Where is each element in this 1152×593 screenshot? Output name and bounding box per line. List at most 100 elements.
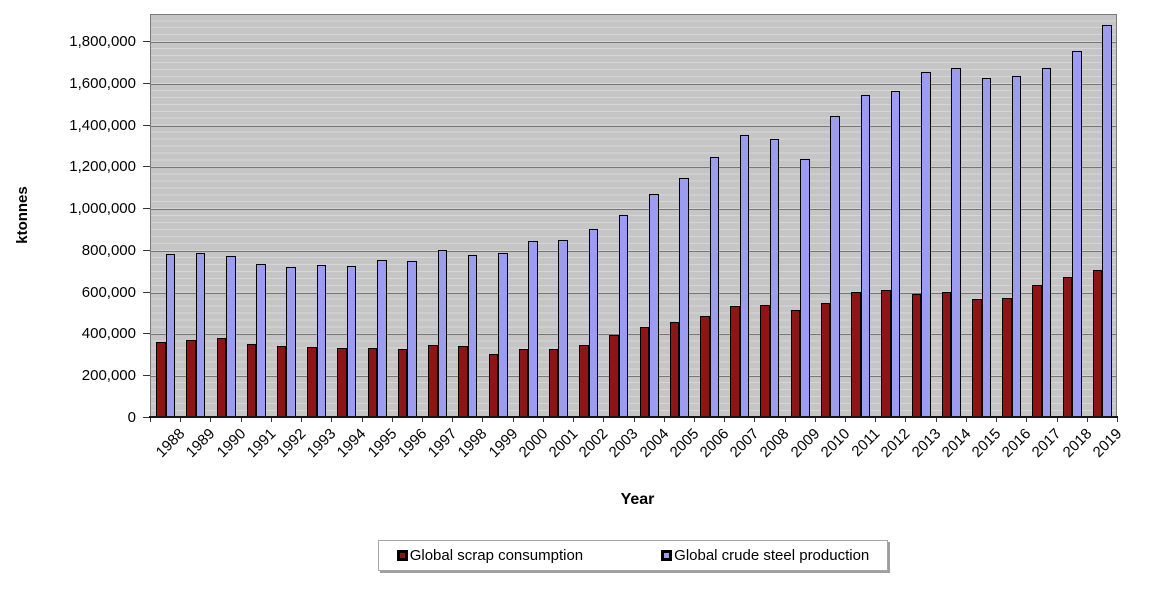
scrap-bar-2008 [760, 305, 770, 417]
plot-area [150, 14, 1117, 418]
x-axis-tick [180, 418, 182, 422]
x-axis-tick [875, 418, 877, 422]
crude-steel-bar-2005 [679, 178, 689, 417]
major-gridline [151, 167, 1116, 169]
legend-item-scrap: Global scrap consumption [396, 547, 584, 564]
x-axis-tick [301, 418, 303, 422]
crude-steel-bar-1996 [407, 260, 417, 417]
x-axis-tick [996, 418, 998, 422]
crude-steel-bar-2002 [588, 228, 599, 417]
x-axis-tick [724, 418, 726, 422]
x-axis-tick [542, 418, 544, 422]
legend-item-crude-steel: Global crude steel production [661, 547, 869, 564]
scrap-bar-2009 [790, 310, 801, 417]
crude-steel-bar-2010 [830, 116, 840, 417]
y-axis-tick-label: 1,800,000 [69, 33, 136, 51]
crude-steel-bar-2009 [800, 159, 810, 417]
y-axis-tick-label: 1,600,000 [69, 74, 136, 92]
y-axis-tick [143, 82, 150, 84]
y-axis-tick [143, 333, 150, 335]
x-axis-tick [935, 418, 937, 422]
x-axis-tick [1026, 418, 1028, 422]
crude-steel-bar-2011 [860, 94, 871, 417]
scrap-legend-swatch-icon [396, 550, 408, 561]
scrap-bar-2014 [941, 291, 952, 417]
crude-steel-bar-2013 [921, 71, 931, 417]
y-axis-tick-label: 1,000,000 [69, 200, 136, 218]
crude-steel-bar-2008 [769, 139, 780, 417]
scrap-bar-2019 [1092, 269, 1103, 417]
scrap-bar-1992 [276, 346, 287, 417]
x-axis-title: Year [620, 491, 655, 508]
major-gridline [151, 42, 1116, 44]
x-axis-tick [452, 418, 454, 422]
crude-steel-bar-2001 [558, 239, 568, 417]
major-gridline [151, 334, 1116, 336]
scrap-bar-2007 [730, 305, 740, 417]
scrap-bar-2015 [972, 298, 982, 417]
x-axis-tick [1056, 418, 1058, 422]
x-axis-tick [603, 418, 605, 422]
x-axis-tick [1086, 418, 1088, 422]
major-gridline [151, 292, 1116, 294]
y-axis-tick [143, 291, 150, 293]
x-axis-tick [1117, 418, 1118, 422]
crude-steel-bar-2016 [1011, 76, 1022, 417]
scrap-bar-1996 [397, 349, 408, 417]
crude-steel-bar-2006 [709, 156, 720, 417]
scrap-bar-1993 [307, 346, 317, 417]
x-axis-tick [845, 418, 847, 422]
y-axis-tick [143, 208, 150, 210]
scrap-bar-2013 [911, 294, 922, 417]
crude-steel-bar-2018 [1072, 51, 1082, 417]
scrap-bar-2006 [700, 315, 710, 417]
scrap-bar-1997 [428, 345, 438, 417]
x-axis-tick [784, 418, 786, 422]
crude-steel-bar-1989 [195, 252, 206, 417]
y-axis-tick [143, 41, 150, 43]
x-axis-tick [331, 418, 333, 422]
crude-steel-bar-1990 [226, 256, 236, 417]
scrap-bar-2001 [548, 348, 559, 417]
x-axis-tick [573, 418, 575, 422]
x-axis-line [149, 416, 1118, 418]
major-gridline [151, 125, 1116, 127]
x-axis-tick [391, 418, 393, 422]
y-axis-tick [143, 375, 150, 377]
y-axis-tick-label: 600,000 [81, 283, 136, 301]
scrap-bar-2016 [1002, 298, 1012, 417]
x-axis-tick [361, 418, 363, 422]
scrap-bar-1988 [156, 341, 166, 417]
scrap-bar-2011 [851, 292, 861, 417]
crude-steel-bar-1994 [346, 266, 357, 417]
crude-steel-bar-1993 [316, 265, 327, 417]
x-axis-tick [633, 418, 635, 422]
scrap-bar-2010 [820, 302, 831, 417]
crude-steel-bar-1999 [498, 252, 508, 417]
legend-label-scrap: Global scrap consumption [409, 547, 584, 564]
x-axis-tick [754, 418, 756, 422]
scrap-bar-1998 [458, 345, 468, 417]
x-axis-tick [421, 418, 423, 422]
scrap-bar-2017 [1032, 284, 1042, 417]
x-axis-tick [965, 418, 967, 422]
y-axis-tick-label: 400,000 [81, 325, 136, 343]
crude-steel-bar-2019 [1102, 24, 1112, 417]
x-axis-tick [512, 418, 514, 422]
x-axis-tick [270, 418, 272, 422]
major-gridline [151, 250, 1116, 252]
crude-steel-bar-1992 [286, 267, 296, 417]
x-axis-tick [210, 418, 212, 422]
crude-steel-bar-2003 [618, 215, 629, 417]
scrap-bar-2004 [639, 327, 650, 417]
x-axis-tick [150, 418, 151, 422]
scrap-bar-1989 [186, 339, 196, 417]
y-axis-tick-label: 1,200,000 [69, 158, 136, 176]
scrap-bar-1994 [337, 347, 347, 417]
crude-steel-bar-2014 [951, 67, 961, 417]
crude-steel-bar-2004 [649, 194, 659, 417]
y-axis-tick-label: 200,000 [81, 367, 136, 385]
crude-steel-bar-1988 [165, 254, 176, 417]
major-gridline [151, 209, 1116, 211]
x-axis-tick [814, 418, 816, 422]
